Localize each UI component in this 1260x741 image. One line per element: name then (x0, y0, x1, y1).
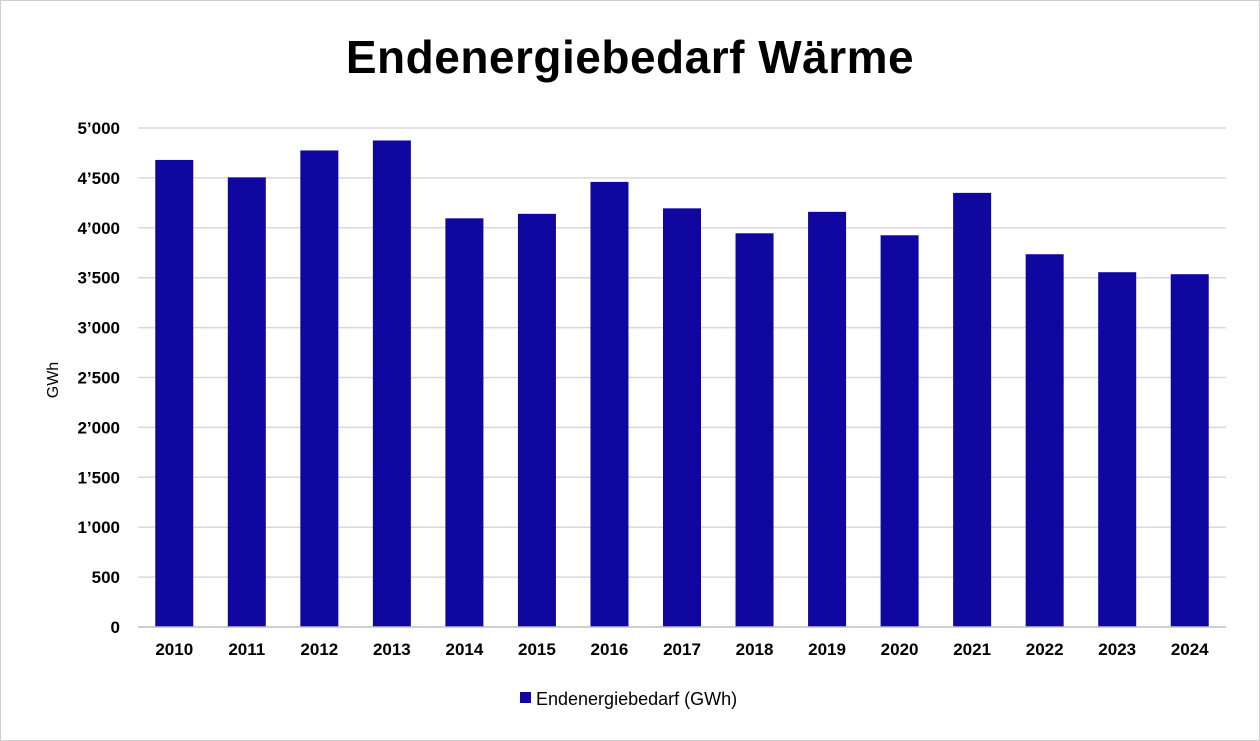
x-tick-label: 2017 (663, 640, 701, 659)
bar (953, 192, 992, 627)
bar (372, 140, 411, 627)
bar (880, 235, 919, 627)
y-tick-label: 3’000 (77, 319, 120, 338)
x-tick-label: 2018 (736, 640, 774, 659)
x-tick-label: 2022 (1026, 640, 1064, 659)
bar (735, 233, 774, 627)
bar (590, 181, 629, 627)
y-tick-label: 0 (111, 618, 120, 637)
y-tick-label: 4’000 (77, 219, 120, 238)
bar (445, 218, 484, 627)
x-tick-label: 2010 (155, 640, 193, 659)
y-axis-label: GWh (45, 362, 62, 398)
x-tick-label: 2019 (808, 640, 846, 659)
y-tick-label: 4’500 (77, 169, 120, 188)
x-tick-label: 2011 (228, 640, 265, 659)
y-tick-label: 3’500 (77, 269, 120, 288)
bar (1170, 274, 1209, 627)
legend-swatch (520, 692, 531, 703)
x-tick-label: 2016 (591, 640, 629, 659)
bar (517, 213, 556, 627)
x-tick-label: 2012 (300, 640, 338, 659)
bar (1025, 254, 1064, 627)
bar (227, 177, 266, 627)
y-tick-label: 1’000 (77, 518, 120, 537)
bar (808, 211, 847, 627)
x-tick-label: 2014 (445, 640, 483, 659)
x-tick-label: 2021 (953, 640, 991, 659)
x-tick-label: 2020 (881, 640, 919, 659)
chart-title: Endenergiebedarf Wärme (345, 31, 915, 83)
x-tick-label: 2024 (1171, 640, 1209, 659)
bar (663, 208, 701, 628)
x-tick-label: 2013 (373, 640, 411, 659)
y-tick-label: 5’000 (77, 119, 120, 138)
y-tick-label: 2’000 (77, 418, 120, 437)
x-tick-label: 2023 (1098, 640, 1136, 659)
x-tick-label: 2015 (518, 640, 556, 659)
y-tick-label: 1’500 (77, 468, 120, 487)
legend-label: Endenergiebedarf (GWh) (536, 689, 737, 709)
y-tick-label: 500 (92, 568, 120, 587)
bar (155, 159, 194, 627)
bar (1098, 272, 1137, 627)
y-tick-label: 2’500 (77, 369, 120, 388)
bar (300, 150, 339, 627)
